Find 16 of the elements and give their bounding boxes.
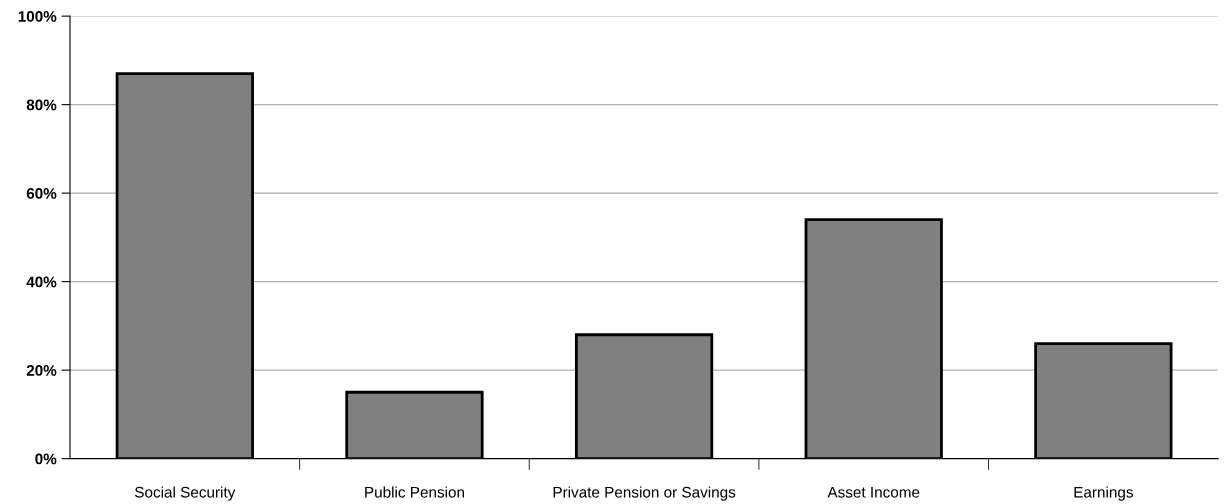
y-tick-label: 40% (26, 276, 57, 288)
x-tick-label: Social Security (134, 486, 236, 501)
x-tick-label: Asset Income (827, 486, 920, 498)
bar (804, 218, 943, 459)
y-tick-label: 100% (18, 11, 57, 22)
y-tick-label: 0% (35, 453, 57, 465)
y-tick-label: 20% (26, 365, 57, 376)
x-tick-label: Private Pension or Savings (553, 486, 736, 501)
bar (574, 333, 714, 459)
bar (345, 390, 484, 459)
y-tick-label: 60% (26, 188, 57, 199)
bar (115, 72, 254, 459)
x-tick-label: Earnings (1074, 486, 1133, 501)
x-tick-label: Public Pension (365, 486, 464, 498)
bar (1034, 342, 1173, 459)
y-tick-label: 80% (26, 99, 57, 111)
